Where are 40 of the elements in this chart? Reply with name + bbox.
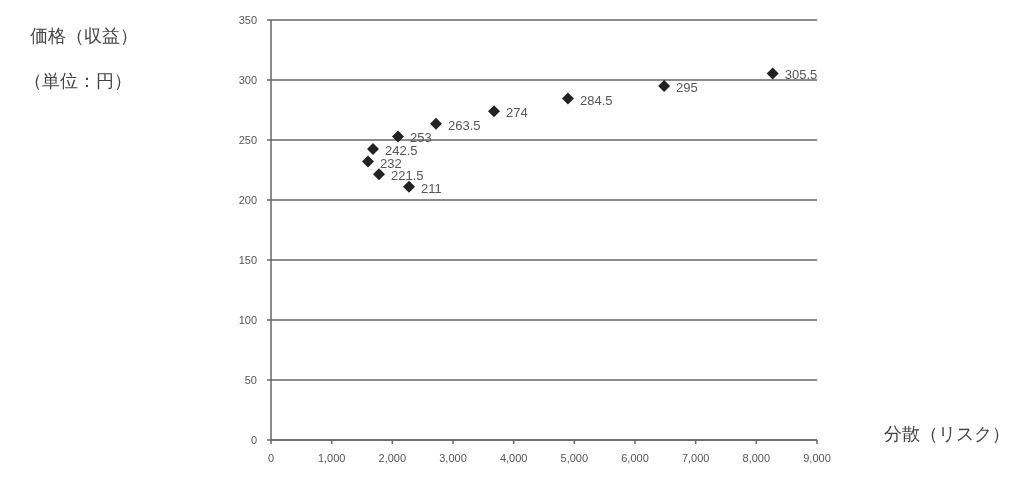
point (391, 130, 404, 143)
x-tick-label: 2,000 (378, 452, 407, 464)
x-tick-label: 1,000 (317, 452, 346, 464)
point (658, 80, 671, 92)
y-tick-label: 350 (238, 14, 257, 26)
data-label: 295 (676, 80, 698, 95)
data-label: 232 (380, 155, 402, 171)
point (488, 105, 501, 118)
data-label: 274 (506, 105, 528, 121)
point (362, 155, 375, 168)
data-label: 242.5 (384, 143, 418, 158)
x-axis-title: 分散（リスク） (884, 423, 1010, 444)
point (403, 180, 416, 193)
point (366, 143, 379, 155)
text: （単位：円） (24, 70, 132, 91)
x-tick-label: 7,000 (681, 452, 710, 464)
y-tick-label: 0 (250, 434, 257, 446)
point (561, 92, 574, 105)
data-label: 211 (421, 180, 442, 196)
x-tick-label: 9,000 (803, 452, 831, 464)
data-label: 284.5 (579, 92, 613, 108)
y-tick-label: 50 (244, 374, 257, 386)
data-label: 221.5 (390, 168, 424, 184)
y-tick-label: 300 (238, 74, 257, 86)
point (766, 67, 779, 80)
data-label: 305.5 (784, 67, 818, 83)
x-tick-label: 0 (267, 452, 275, 464)
y-tick-label: 100 (238, 314, 257, 326)
x-tick-label: 5,000 (560, 452, 589, 464)
x-tick-label: 6,000 (621, 452, 649, 464)
y-tick-label: 150 (238, 254, 257, 266)
x-tick-label: 4,000 (499, 452, 528, 464)
point (430, 117, 443, 130)
text: 価格（収益） (30, 25, 138, 46)
x-tick-label: 3,000 (439, 452, 467, 464)
y-tick-label: 200 (238, 194, 257, 206)
x-tick-label: 8,000 (742, 452, 771, 464)
data-label: 263.5 (448, 117, 481, 133)
point (372, 168, 385, 181)
y-tick-label: 250 (238, 134, 257, 146)
